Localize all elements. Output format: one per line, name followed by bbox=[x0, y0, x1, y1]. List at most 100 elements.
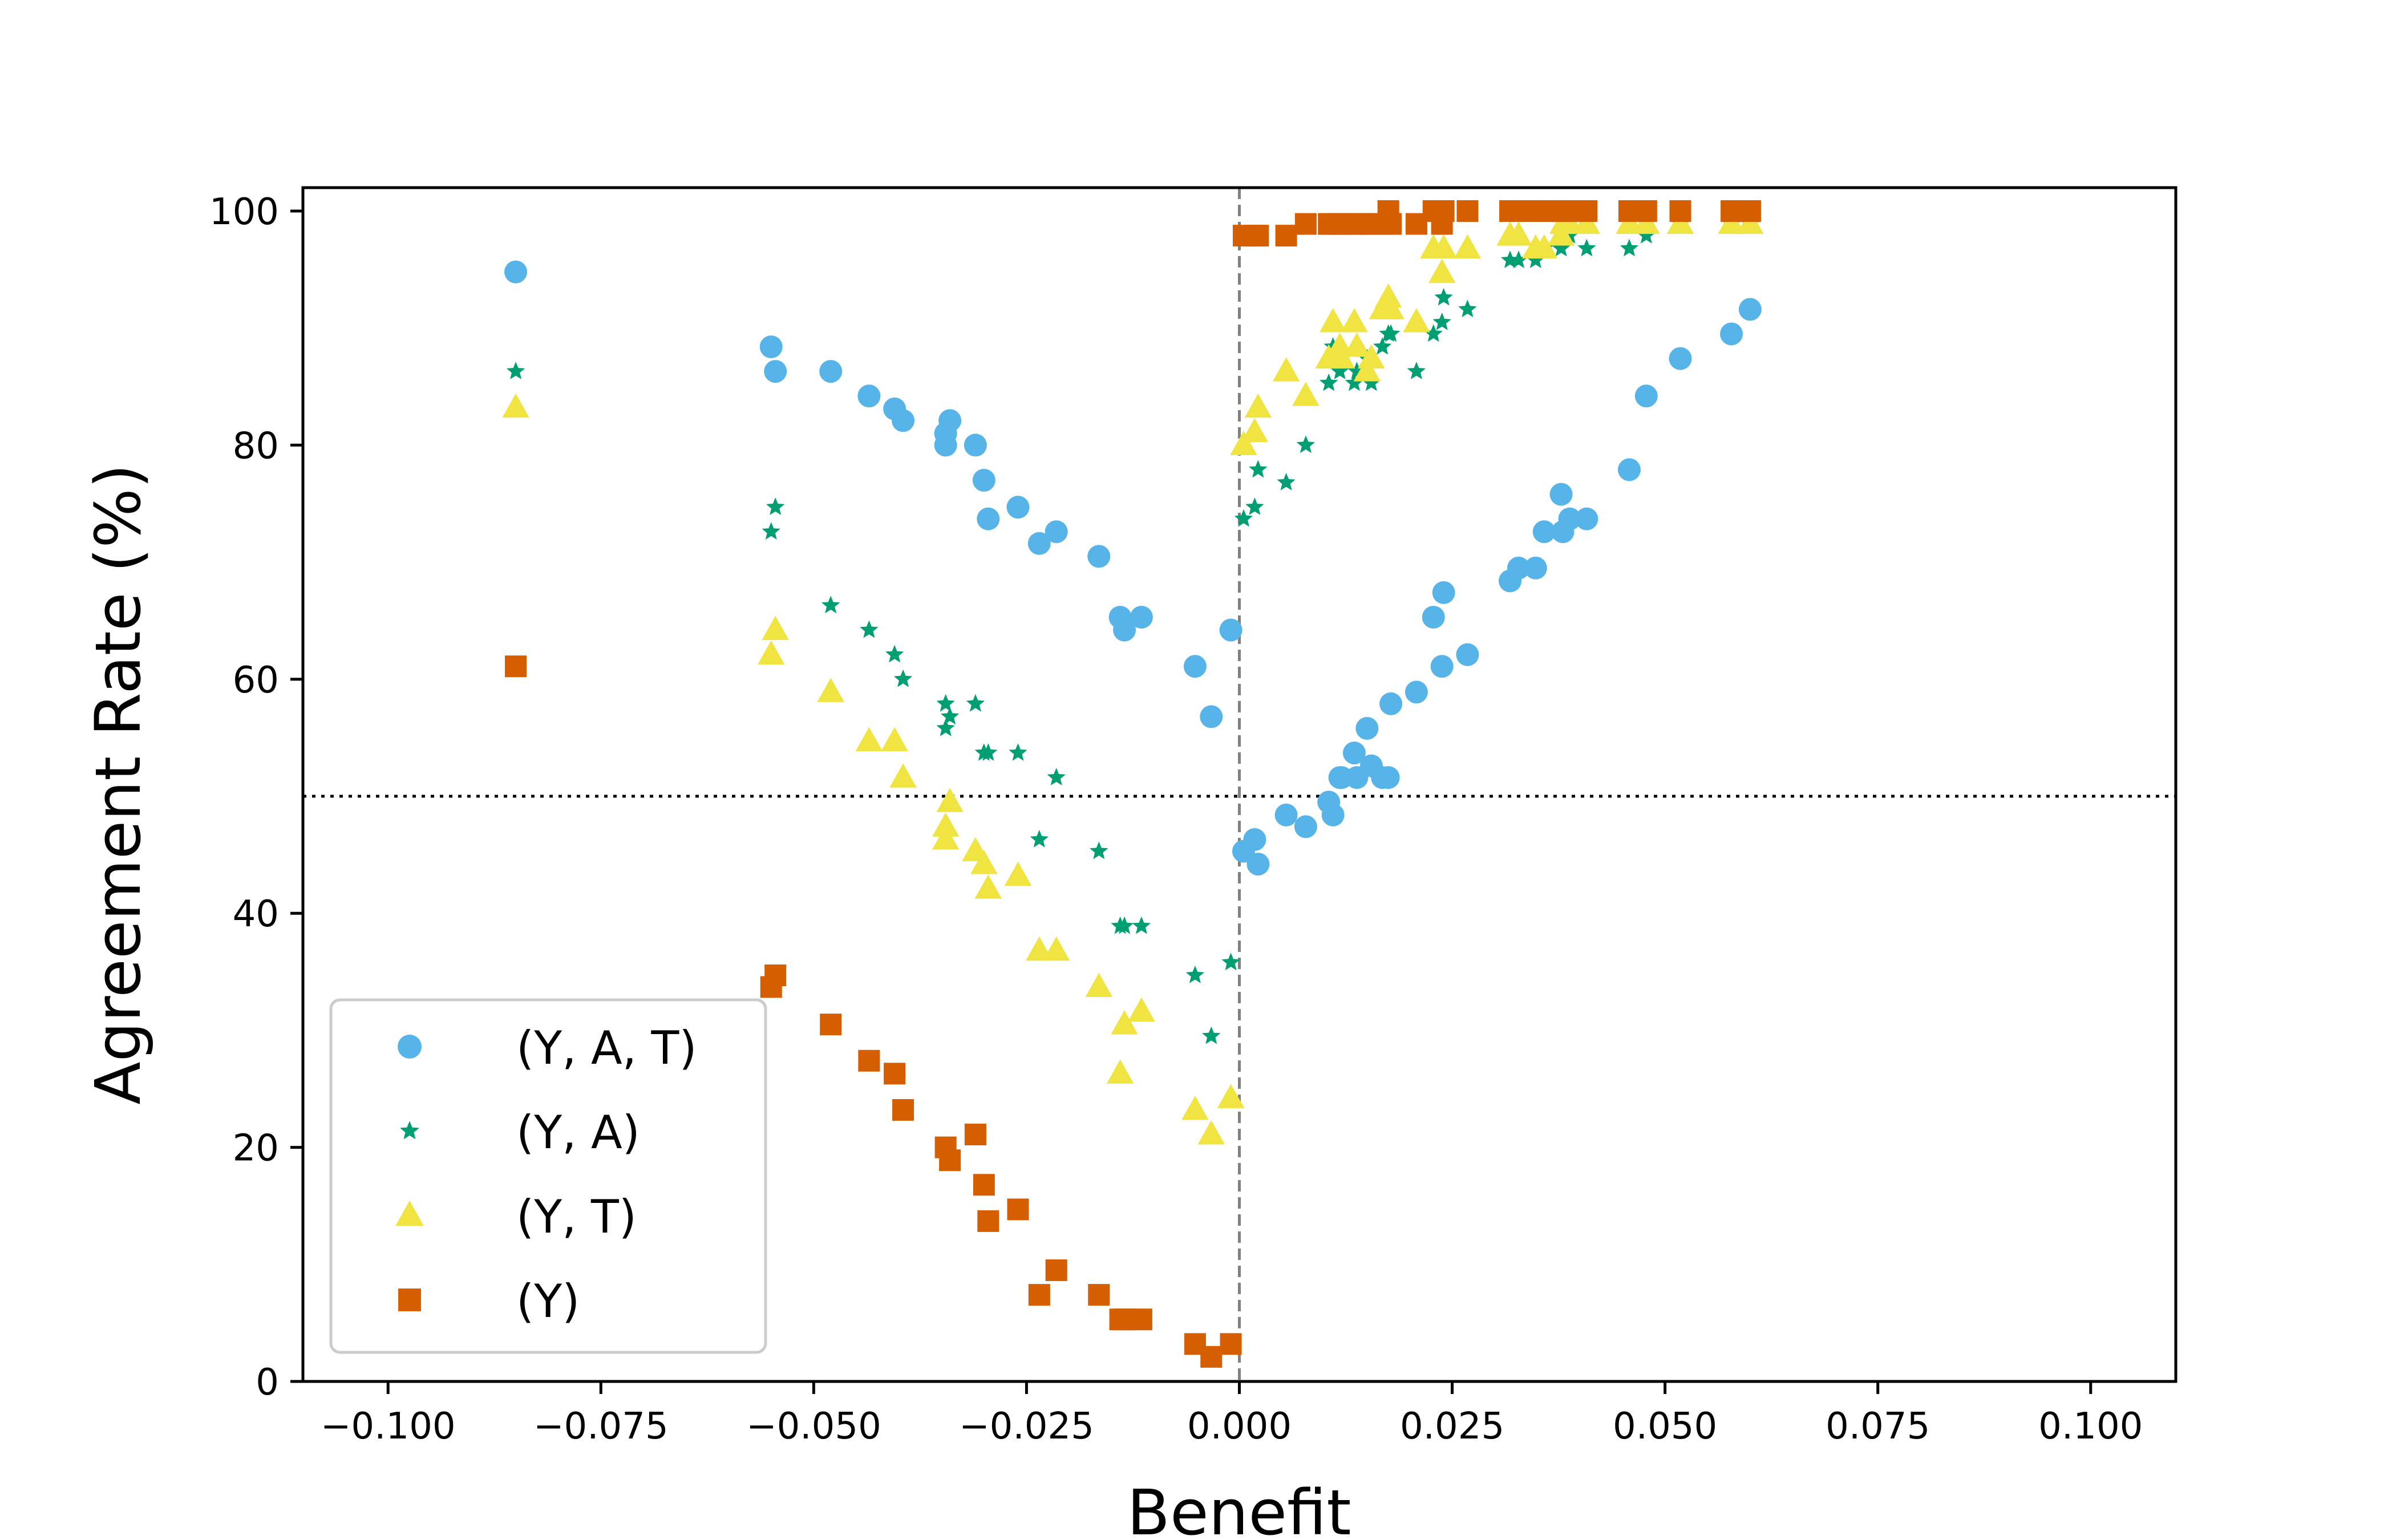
data-point bbox=[1347, 362, 1366, 379]
data-point bbox=[964, 1124, 986, 1146]
data-point bbox=[1577, 238, 1596, 257]
data-point bbox=[1274, 803, 1298, 826]
data-point bbox=[936, 694, 955, 712]
data-point bbox=[1524, 556, 1547, 579]
data-point bbox=[1294, 213, 1317, 235]
data-point bbox=[1130, 606, 1153, 629]
data-point bbox=[1738, 298, 1762, 321]
data-point bbox=[1532, 520, 1556, 544]
data-point bbox=[819, 360, 843, 383]
data-point bbox=[1106, 1059, 1134, 1084]
data-point bbox=[1047, 768, 1066, 785]
data-point bbox=[885, 645, 904, 663]
data-point bbox=[1552, 238, 1571, 257]
series-3 bbox=[505, 200, 1761, 1368]
data-point bbox=[1296, 435, 1316, 453]
data-point bbox=[1374, 283, 1402, 308]
data-point bbox=[1181, 1095, 1209, 1120]
data-point bbox=[936, 788, 964, 812]
data-point bbox=[1405, 680, 1428, 704]
data-point bbox=[1249, 460, 1268, 478]
data-point bbox=[1377, 295, 1405, 319]
data-point bbox=[1432, 200, 1455, 222]
x-tick-label: −0.050 bbox=[746, 1405, 881, 1448]
data-point bbox=[1321, 803, 1345, 826]
x-axis: −0.100 −0.075 −0.050 −0.025 0.000 0.025 0.050 0… bbox=[321, 1381, 2143, 1448]
data-point bbox=[1292, 382, 1320, 406]
y-tick-label: 60 bbox=[233, 659, 279, 702]
data-point bbox=[979, 743, 998, 761]
data-point bbox=[972, 468, 995, 492]
data-point bbox=[762, 522, 780, 540]
y-tick-label: 100 bbox=[209, 191, 279, 233]
data-point bbox=[1382, 324, 1401, 342]
data-point bbox=[1027, 532, 1051, 555]
x-tick-label: −0.100 bbox=[321, 1405, 456, 1448]
y-axis-title: Agreement Rate (%) bbox=[82, 464, 155, 1104]
data-point bbox=[1434, 287, 1453, 306]
data-point bbox=[504, 260, 528, 283]
data-point bbox=[1377, 766, 1400, 789]
data-point bbox=[1277, 473, 1296, 491]
data-point bbox=[1045, 520, 1068, 544]
data-point bbox=[889, 763, 917, 788]
data-point bbox=[858, 1049, 880, 1072]
data-point bbox=[1275, 225, 1297, 247]
data-point bbox=[1635, 200, 1657, 222]
data-point bbox=[855, 727, 883, 752]
data-point bbox=[1217, 1084, 1245, 1108]
data-point bbox=[1739, 200, 1761, 222]
data-point bbox=[1330, 362, 1349, 379]
data-point bbox=[1507, 556, 1530, 579]
data-point bbox=[970, 850, 998, 874]
data-point bbox=[1505, 221, 1532, 246]
data-point bbox=[820, 1014, 842, 1036]
data-point bbox=[1183, 655, 1207, 678]
legend-label: (Y, A) bbox=[516, 1106, 640, 1159]
data-point bbox=[1432, 313, 1451, 330]
legend-box bbox=[329, 998, 767, 1354]
data-point bbox=[1030, 829, 1049, 848]
data-point bbox=[1088, 1284, 1110, 1306]
data-point bbox=[1430, 234, 1458, 259]
data-point bbox=[884, 1063, 906, 1085]
data-point bbox=[1128, 997, 1155, 1022]
data-point bbox=[964, 433, 987, 457]
data-point bbox=[1326, 333, 1354, 357]
data-point bbox=[1245, 497, 1264, 515]
data-point bbox=[1185, 966, 1205, 983]
legend-marker bbox=[395, 1200, 424, 1226]
data-point bbox=[817, 678, 844, 702]
x-tick-label: 0.000 bbox=[1187, 1405, 1292, 1448]
data-point bbox=[1403, 307, 1430, 333]
data-point bbox=[1200, 1346, 1223, 1368]
data-point bbox=[1617, 458, 1641, 481]
data-point bbox=[764, 964, 787, 986]
data-point bbox=[973, 1174, 995, 1196]
data-point bbox=[1358, 344, 1385, 369]
data-point bbox=[1009, 743, 1027, 761]
data-point bbox=[506, 362, 525, 379]
data-point bbox=[1244, 393, 1272, 418]
x-tick-label: −0.025 bbox=[959, 1405, 1094, 1448]
data-point bbox=[1576, 200, 1598, 222]
y-tick-label: 20 bbox=[233, 1128, 279, 1170]
data-point bbox=[1637, 226, 1656, 244]
data-point bbox=[1353, 357, 1381, 382]
legend-label: (Y) bbox=[516, 1275, 580, 1328]
data-point bbox=[892, 409, 915, 432]
data-point bbox=[1234, 509, 1253, 527]
data-point bbox=[977, 507, 1000, 530]
x-tick-label: 0.025 bbox=[1400, 1405, 1504, 1448]
data-point bbox=[881, 727, 908, 752]
data-point bbox=[1428, 258, 1456, 283]
reference-lines bbox=[303, 188, 2176, 1381]
data-point bbox=[1379, 692, 1403, 715]
data-point bbox=[1373, 337, 1392, 355]
data-point bbox=[1294, 815, 1317, 838]
data-point bbox=[1558, 507, 1581, 530]
data-point bbox=[1575, 507, 1598, 530]
x-tick-label: 0.050 bbox=[1613, 1405, 1717, 1448]
data-point bbox=[1026, 936, 1053, 961]
